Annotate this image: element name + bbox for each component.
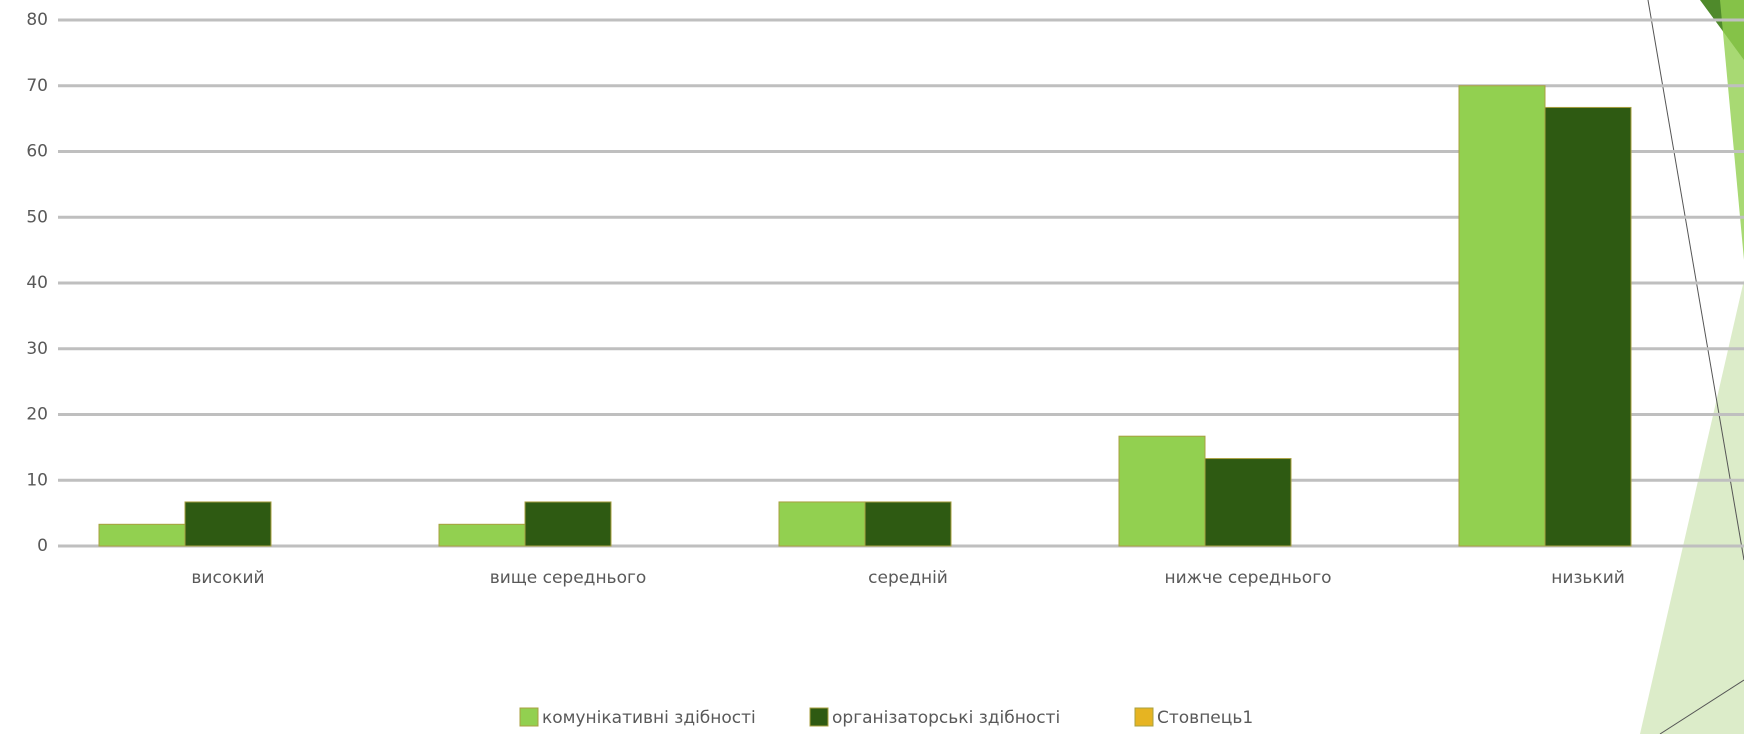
x-tick-label: високий <box>191 568 264 588</box>
y-tick-label: 0 <box>37 536 48 556</box>
x-tick-label: нижче середнього <box>1164 568 1331 588</box>
x-tick-label: середній <box>868 568 948 588</box>
bar <box>184 501 272 547</box>
bar <box>438 523 526 547</box>
x-tick-label: низький <box>1551 568 1625 588</box>
y-tick-label: 30 <box>26 339 48 359</box>
bar <box>864 501 952 547</box>
bar <box>778 501 866 547</box>
bar <box>1458 85 1546 547</box>
legend-label: організаторські здібності <box>832 708 1060 728</box>
bar <box>1204 458 1292 547</box>
y-tick-label: 70 <box>26 76 48 96</box>
bar <box>524 501 612 547</box>
legend-swatch <box>1134 707 1154 727</box>
y-tick-label: 10 <box>26 470 48 490</box>
x-tick-label: вище середнього <box>490 568 647 588</box>
legend-swatch <box>519 707 539 727</box>
y-tick-label: 50 <box>26 207 48 227</box>
y-tick-label: 80 <box>26 10 48 30</box>
legend-label: комунікативні здібності <box>542 708 756 728</box>
y-tick-label: 20 <box>26 405 48 425</box>
y-tick-label: 60 <box>26 142 48 162</box>
y-tick-label: 40 <box>26 273 48 293</box>
decoration <box>1640 0 1744 734</box>
legend-label: Стовпець1 <box>1157 708 1253 728</box>
bar <box>98 523 186 547</box>
legend-swatch <box>809 707 829 727</box>
bar <box>1544 106 1632 547</box>
bar <box>1118 435 1206 547</box>
